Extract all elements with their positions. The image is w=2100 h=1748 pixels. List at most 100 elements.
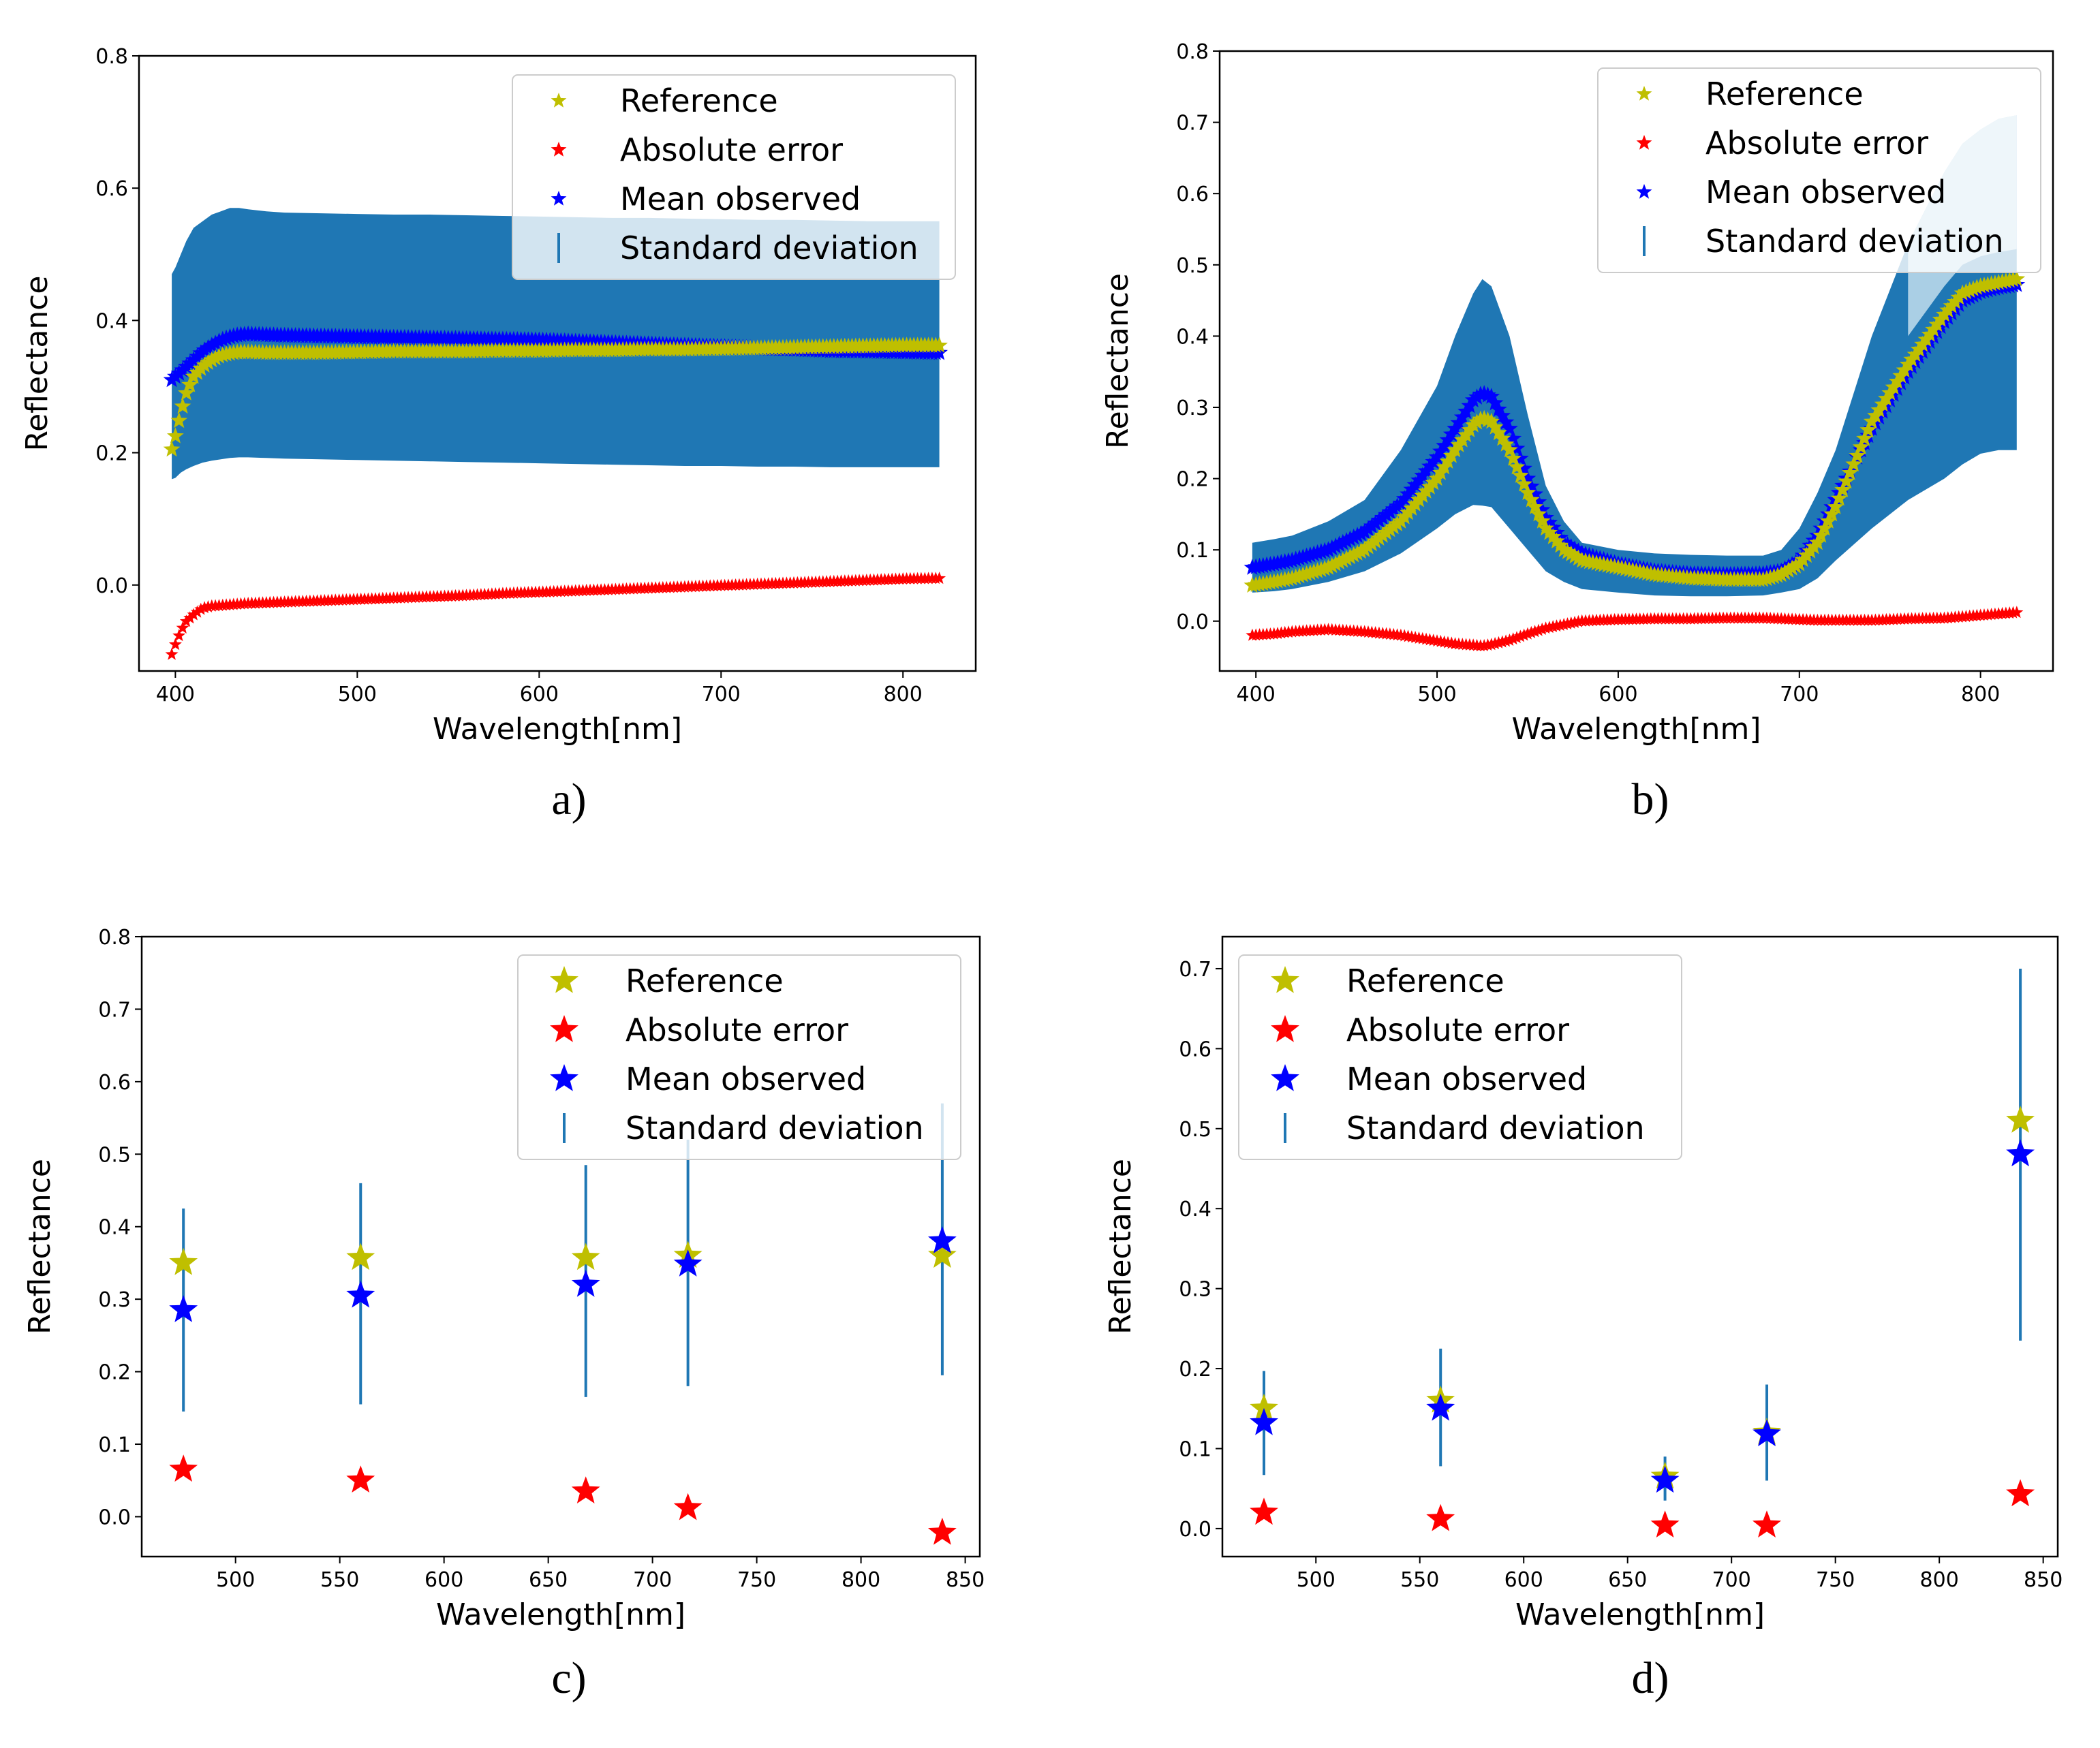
- reference-marker: [1497, 435, 1515, 452]
- panel-caption: c): [551, 1653, 586, 1703]
- absolute-error-marker: [168, 638, 182, 651]
- absolute-error-marker: [1250, 1497, 1278, 1525]
- absolute-error-marker: [165, 647, 179, 660]
- y-tick-label: 0.0: [98, 1505, 131, 1529]
- y-tick-label: 0.8: [95, 45, 128, 69]
- x-tick-label: 400: [1237, 683, 1276, 706]
- reference-marker: [169, 1247, 198, 1275]
- panel-caption: a): [551, 775, 586, 824]
- absolute-error-marker: [571, 1476, 600, 1503]
- x-tick-label: 500: [338, 683, 377, 706]
- absolute-error-marker: [1513, 629, 1527, 642]
- y-tick-label: 0.6: [1179, 1037, 1211, 1061]
- mean-observed-marker: [1426, 1393, 1455, 1421]
- y-tick-label: 0.6: [95, 177, 128, 201]
- mean-observed-marker: [1494, 407, 1511, 424]
- y-tick-label: 0.2: [1179, 1358, 1211, 1382]
- absolute-error-marker: [1528, 625, 1542, 638]
- y-tick-label: 0.6: [1176, 183, 1209, 206]
- reference-marker: [346, 1243, 375, 1270]
- y-axis-label: Reflectance: [22, 1159, 57, 1335]
- absolute-error-marker: [176, 621, 189, 634]
- reference-marker: [928, 1240, 957, 1268]
- x-tick-label: 600: [1504, 1568, 1543, 1592]
- y-tick-label: 0.5: [98, 1143, 131, 1167]
- legend-box: [1597, 67, 2041, 273]
- y-tick-label: 0.2: [98, 1361, 131, 1385]
- y-tick-label: 0.4: [1176, 325, 1209, 349]
- reference-marker: [1852, 438, 1870, 455]
- legend-absolute-error-label: Absolute error: [620, 131, 843, 168]
- reference-marker: [1555, 541, 1573, 557]
- reference-marker: [1849, 447, 1866, 463]
- mean-observed-marker: [1859, 426, 1877, 443]
- y-axis-label: Reflectance: [20, 275, 55, 451]
- x-tick-label: 700: [1712, 1568, 1751, 1592]
- absolute-error-marker: [928, 1517, 957, 1545]
- mean-observed-marker: [1650, 1465, 1680, 1493]
- reference-marker: [1820, 512, 1837, 529]
- legend-absolute-error-marker: [1271, 1015, 1299, 1042]
- y-tick-label: 0.7: [1179, 958, 1211, 982]
- legend-mean-observed-label: Mean observed: [620, 181, 861, 217]
- absolute-error-marker: [183, 611, 197, 624]
- legend-mean-observed-label: Mean observed: [1705, 174, 1946, 210]
- y-tick-label: 0.7: [1176, 112, 1209, 136]
- legend-absolute-error-marker: [550, 1015, 578, 1042]
- x-tick-label: 850: [2024, 1568, 2063, 1592]
- legend-reference-marker: [551, 93, 567, 108]
- y-tick-label: 0.2: [95, 442, 128, 466]
- absolute-error-marker: [1532, 623, 1545, 636]
- legend-absolute-error-label: Absolute error: [1346, 1012, 1569, 1048]
- reference-marker: [571, 1243, 600, 1270]
- x-tick-label: 800: [841, 1568, 880, 1592]
- reference-marker: [2008, 270, 2026, 287]
- absolute-error-marker: [1517, 628, 1531, 641]
- y-tick-label: 0.5: [1179, 1118, 1211, 1142]
- axes-frame: [138, 54, 977, 672]
- absolute-error-marker: [2006, 1479, 2035, 1507]
- x-axis-label: Wavelength[nm]: [436, 1597, 685, 1632]
- chart-a: 400 500 600 700 800 0.0 0.2 0.4 0.6 0.8 Wavelength…: [20, 45, 977, 824]
- x-tick-label: 550: [1400, 1568, 1439, 1592]
- y-tick-label: 0.3: [1176, 396, 1209, 420]
- absolute-error-marker: [673, 1493, 702, 1520]
- mean-observed-marker: [1512, 450, 1529, 466]
- reference-marker: [1494, 430, 1511, 446]
- absolute-error-marker: [169, 1454, 198, 1482]
- reference-marker: [1780, 561, 1797, 578]
- y-axis-label: Reflectance: [1103, 1159, 1138, 1335]
- mean-observed-marker: [196, 341, 213, 358]
- x-axis-label: Wavelength[nm]: [433, 712, 682, 747]
- y-tick-label: 0.4: [98, 1216, 131, 1240]
- reference-marker: [1830, 489, 1848, 506]
- panel-caption: d): [1632, 1653, 1669, 1703]
- reference-marker: [1562, 545, 1580, 561]
- legend-absolute-error-label: Absolute error: [1705, 125, 1928, 161]
- reference-marker: [1809, 533, 1826, 550]
- legend-reference-label: Reference: [626, 963, 784, 999]
- x-tick-label: 500: [216, 1568, 255, 1592]
- legend-mean-observed-label: Mean observed: [1346, 1061, 1587, 1097]
- mean-observed-marker: [571, 1269, 600, 1297]
- y-tick-label: 0.8: [98, 926, 131, 950]
- plot-area: [169, 1103, 957, 1545]
- absolute-error-marker: [179, 614, 193, 627]
- absolute-error-marker: [1496, 635, 1509, 648]
- reference-marker: [1504, 450, 1522, 466]
- x-tick-label: 800: [1920, 1568, 1959, 1592]
- reference-marker: [163, 440, 181, 457]
- axes-frame: [1218, 50, 2054, 672]
- reference-marker: [1551, 536, 1569, 553]
- absolute-error-marker: [1502, 634, 1516, 646]
- legend-standard-deviation-label: Standard deviation: [1705, 223, 2004, 260]
- legend-reference-label: Reference: [1346, 963, 1504, 999]
- reference-marker: [1512, 467, 1529, 483]
- mean-observed-marker: [1250, 1407, 1278, 1435]
- y-tick-label: 0.4: [95, 309, 128, 333]
- absolute-error-marker: [1499, 634, 1513, 647]
- reference-marker: [170, 411, 188, 428]
- reference-marker: [1519, 484, 1537, 500]
- mean-observed-marker: [2006, 1139, 2035, 1167]
- reference-marker: [1541, 524, 1558, 540]
